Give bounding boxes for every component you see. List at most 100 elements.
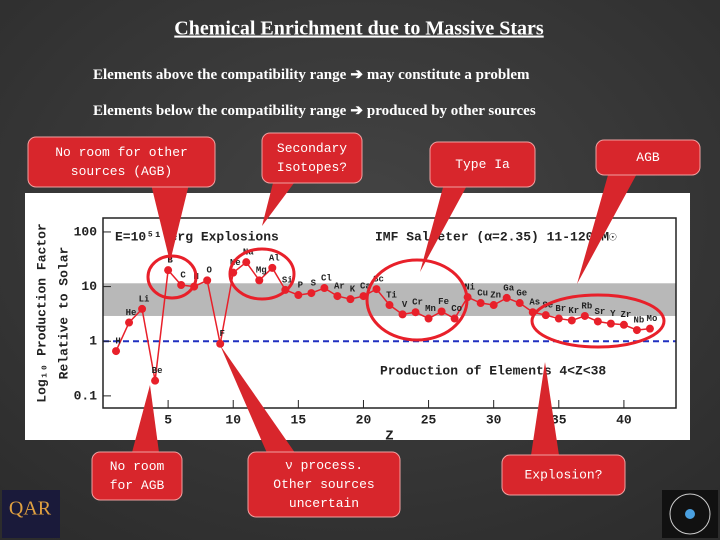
data-point xyxy=(320,284,329,293)
circle xyxy=(228,247,296,301)
y-tick-label: 0.1 xyxy=(74,388,98,403)
chart-annotation: Production of Elements 4<Z<38 xyxy=(380,363,606,378)
point-label: V xyxy=(402,300,408,310)
callout-text: sources (AGB) xyxy=(71,164,172,179)
point-label: S xyxy=(311,278,317,288)
logo-left: QAR xyxy=(2,490,60,538)
line-text: produced by other sources xyxy=(367,103,536,119)
data-point xyxy=(398,310,407,319)
callout-text: Secondary xyxy=(277,141,347,156)
data-point xyxy=(632,326,641,335)
arrow: ➔ xyxy=(350,103,363,119)
point-label: Fe xyxy=(438,297,449,307)
point-label: Ca xyxy=(360,281,371,291)
data-point xyxy=(437,307,446,316)
data-point xyxy=(385,301,394,310)
y-tick-label: 100 xyxy=(74,224,98,239)
point-label: H xyxy=(115,336,120,346)
point-label: O xyxy=(206,266,212,276)
data-point xyxy=(424,314,433,323)
x-axis-label: Z xyxy=(385,429,393,445)
point-label: Co xyxy=(451,304,462,314)
data-point xyxy=(580,311,589,320)
callout-text: Explosion? xyxy=(524,467,602,482)
data-point xyxy=(203,276,212,285)
data-point xyxy=(242,258,251,267)
highlight-circles xyxy=(146,247,666,349)
x-tick-label: 35 xyxy=(551,412,567,427)
callout-text: for AGB xyxy=(110,478,165,493)
callouts: No room for other sources (AGB) Secondary I… xyxy=(27,132,701,518)
point-label: Ar xyxy=(334,281,345,291)
callout-box xyxy=(501,454,626,496)
point-label: F xyxy=(220,329,225,339)
callout-pointer xyxy=(220,345,300,460)
callout-box xyxy=(247,451,401,518)
point-label: C xyxy=(180,270,186,280)
callout-text: uncertain xyxy=(289,496,359,511)
data-point xyxy=(307,289,316,298)
point-label: Ne xyxy=(230,258,241,268)
data-point xyxy=(554,314,563,323)
data-point xyxy=(112,347,121,356)
chart-annotation: IMF Salpeter (α=2.35) 11-120 M☉ xyxy=(375,229,617,244)
callout-text: Type Ia xyxy=(455,157,510,172)
x-tick-label: 40 xyxy=(616,412,632,427)
callout-text: ν process. xyxy=(285,458,363,473)
y-axis-label: Log₁₀ Production Factor xyxy=(34,223,49,402)
callout-box xyxy=(261,132,363,184)
bullet-lines: Elements above the compatibility range ➔ m… xyxy=(93,67,536,119)
data-point xyxy=(593,317,602,326)
data-point xyxy=(177,280,186,289)
line-text: may constitute a problem xyxy=(367,67,530,83)
circle xyxy=(146,254,198,300)
data-point xyxy=(268,263,277,272)
point-label: Ti xyxy=(386,290,397,300)
data-point xyxy=(138,304,147,313)
data-point xyxy=(489,301,498,310)
point-label: Zn xyxy=(490,290,501,300)
x-tick-label: 20 xyxy=(356,412,372,427)
point-label: Al xyxy=(269,253,280,263)
point-label: Kr xyxy=(568,306,579,316)
y-tick-label: 1 xyxy=(89,334,97,349)
data-point xyxy=(645,324,654,333)
point-label: Mo xyxy=(647,314,658,324)
chart: 0.1 1 10 100 5 10 15 20 25 30 35 40 Z Log₁₀ Productio… xyxy=(34,217,677,445)
data-point xyxy=(346,295,355,304)
circle xyxy=(530,293,666,349)
arrow: ➔ xyxy=(350,67,363,83)
point-label: Mg xyxy=(256,266,267,276)
callout-text: No room xyxy=(110,459,165,474)
bullet-line: Elements below the compatibility range ➔ p… xyxy=(93,103,536,119)
callout-box xyxy=(429,141,536,188)
x-tick-label: 5 xyxy=(164,412,172,427)
data-point xyxy=(502,293,511,302)
data-point xyxy=(450,314,459,323)
point-label: Li xyxy=(139,294,150,304)
x-tick-label: 15 xyxy=(291,412,307,427)
callout-pointer xyxy=(130,385,160,460)
circle xyxy=(365,258,469,342)
callout-pointer xyxy=(577,168,640,284)
bullet-line: Elements above the compatibility range ➔ m… xyxy=(93,67,530,83)
point-label: Rb xyxy=(581,301,592,311)
slide-title: Chemical Enrichment due to Massive Stars xyxy=(174,18,544,40)
point-label: Zr xyxy=(621,310,632,320)
callout-text: Other sources xyxy=(273,477,374,492)
point-label: Br xyxy=(555,304,566,314)
data-point xyxy=(476,299,485,308)
logo-right xyxy=(662,490,718,538)
point-label: Ga xyxy=(503,283,514,293)
point-label: Be xyxy=(152,366,163,376)
x-tick-label: 25 xyxy=(421,412,437,427)
callout-box xyxy=(91,451,183,501)
point-label: Nb xyxy=(634,315,645,325)
compatibility-band xyxy=(103,283,676,316)
point-label: Cr xyxy=(412,298,423,308)
data-point xyxy=(125,318,134,327)
line-text: Elements below the compatibility range xyxy=(93,103,347,119)
line-text: Elements above the compatibility range xyxy=(93,67,347,83)
x-tick-label: 10 xyxy=(225,412,241,427)
